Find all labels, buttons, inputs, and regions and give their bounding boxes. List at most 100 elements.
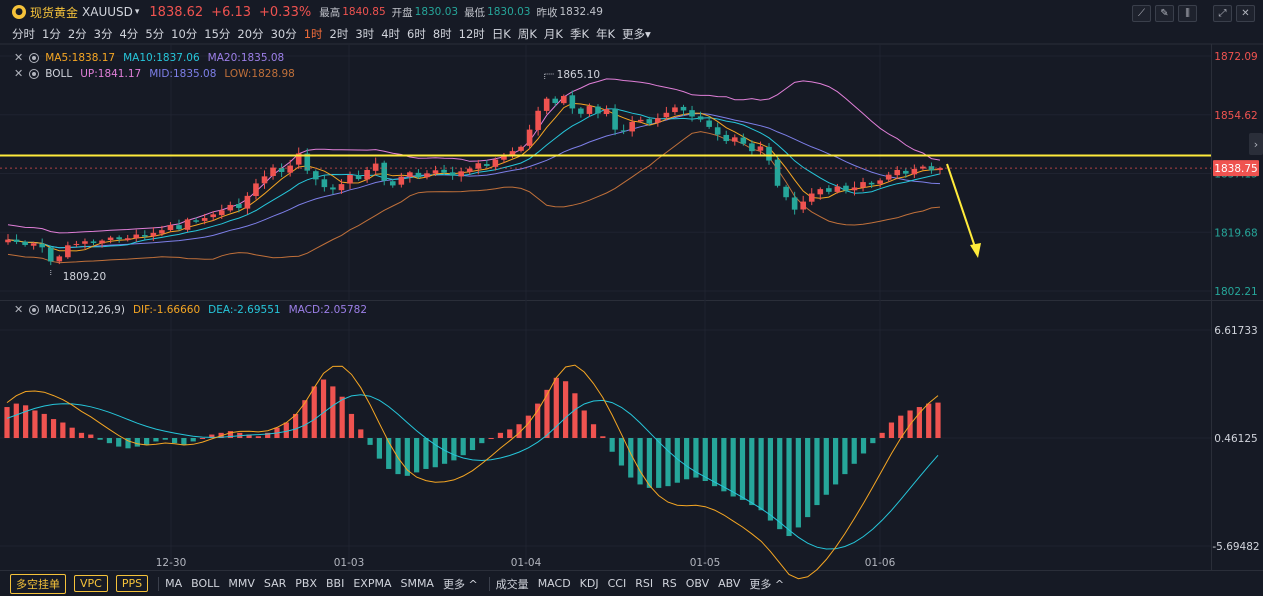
timeframe-10[interactable]: 1时 [303, 27, 323, 41]
macd-histogram-bar [32, 410, 38, 439]
sub-indicator-7[interactable]: ABV [718, 577, 741, 590]
timeframe-8[interactable]: 20分 [237, 27, 264, 41]
candle-style-icon[interactable]: ⫼ [1178, 5, 1197, 22]
sub-indicator-6[interactable]: OBV [685, 577, 710, 590]
macd-histogram-bar [618, 438, 625, 466]
candle-body [637, 119, 644, 122]
main-indicator-4[interactable]: PBX [295, 577, 317, 590]
timeframe-4[interactable]: 4分 [119, 27, 139, 41]
timeframe-7[interactable]: 15分 [204, 27, 231, 41]
sub-indicator-3[interactable]: CCI [607, 577, 627, 590]
sub-indicator-4[interactable]: RSI [635, 577, 654, 590]
macd-histogram-bar [711, 438, 718, 487]
sub-indicator-0[interactable]: 成交量 [495, 577, 529, 591]
price-change-pct: +0.33% [259, 4, 312, 20]
sub-indicator-5[interactable]: RS [662, 577, 677, 590]
main-indicator-5[interactable]: BBI [325, 577, 345, 590]
timeframe-0[interactable]: 分时 [12, 27, 35, 41]
macd-histogram-bar [786, 438, 792, 537]
candle-body [355, 175, 362, 180]
open-label: 开盘 [391, 6, 413, 19]
symbol-code[interactable]: XAUUSD [82, 5, 133, 19]
remove-indicator-icon[interactable]: ✕ [14, 67, 24, 80]
candle-body [885, 174, 892, 180]
macd-histogram-bar [758, 438, 764, 511]
sub-indicator-1[interactable]: MACD [537, 577, 571, 590]
timeframe-14[interactable]: 6时 [407, 27, 426, 41]
timeframe-16[interactable]: 12时 [458, 27, 485, 41]
macd-histogram-bar [69, 427, 75, 439]
visibility-icon[interactable] [29, 304, 40, 315]
boll-up-value: UP:1841.17 [80, 67, 142, 80]
timeframe-11[interactable]: 2时 [329, 27, 349, 41]
candle-body [757, 146, 764, 151]
main-indicator-3[interactable]: SAR [263, 577, 287, 590]
timeframe-5[interactable]: 5分 [145, 27, 165, 41]
timeframe-19[interactable]: 月K [543, 27, 563, 41]
sub-indicator-8[interactable]: 更多 ^ [749, 577, 785, 591]
timeframe-6[interactable]: 10分 [171, 27, 198, 41]
timeframe-21[interactable]: 年K [596, 27, 616, 41]
candle-body [731, 137, 738, 142]
macd-histogram-bar [88, 434, 94, 439]
dea-line [6, 394, 939, 550]
candle-body [543, 98, 550, 111]
timeframe-9[interactable]: 30分 [270, 27, 297, 41]
candle-body [287, 165, 293, 173]
boll-up-line [7, 78, 941, 234]
macd-histogram-bar [488, 438, 494, 440]
timeframe-1[interactable]: 1分 [42, 27, 61, 41]
candle-body [389, 181, 396, 186]
timeframe-20[interactable]: 季K [569, 27, 589, 41]
timeframe-13[interactable]: 4时 [381, 27, 401, 41]
symbol-dropdown-icon[interactable]: ▾ [134, 7, 140, 17]
macd-histogram-bar [134, 438, 140, 447]
visibility-icon[interactable] [29, 68, 40, 79]
close-icon[interactable]: ✕ [1236, 5, 1255, 22]
timeframe-15[interactable]: 8时 [432, 27, 452, 41]
timeframe-22[interactable]: 更多▾ [622, 27, 651, 41]
timeframe-12[interactable]: 3时 [355, 27, 375, 41]
timeframe-18[interactable]: 周K [517, 27, 537, 41]
macd-histogram-bar [665, 438, 671, 487]
candle-body [313, 171, 319, 180]
main-indicator-6[interactable]: EXPMA [353, 577, 392, 590]
open-value: 1830.03 [414, 6, 459, 18]
macd-histogram-bar [414, 438, 420, 473]
dif-value: DIF:-1.66660 [132, 303, 201, 316]
candle-body [372, 163, 379, 171]
bottom-box-0[interactable]: 多空挂单 [10, 573, 66, 594]
macd-histogram-bar [916, 407, 922, 439]
remove-indicator-icon[interactable]: ✕ [14, 51, 24, 64]
main-indicator-0[interactable]: MA [165, 577, 183, 590]
main-indicator-8[interactable]: 更多 ^ [442, 577, 478, 591]
visibility-icon[interactable] [29, 52, 40, 63]
macd-histogram-bar [432, 438, 438, 468]
time-tick-label: 01-03 [334, 557, 365, 569]
candle-body [5, 239, 11, 243]
bottom-box-2[interactable]: PPS [115, 575, 149, 592]
sub-indicator-2[interactable]: KDJ [579, 577, 599, 590]
boll-mid-line [7, 112, 941, 249]
macd-histogram-bar [860, 438, 867, 454]
macd-tick-label: -5.69482 [1212, 541, 1259, 553]
timeframe-3[interactable]: 3分 [93, 27, 113, 41]
timeframe-17[interactable]: 日K [491, 27, 511, 41]
timeframe-2[interactable]: 2分 [67, 27, 87, 41]
bottom-box-1[interactable]: VPC [74, 575, 108, 592]
draw-pen-icon[interactable]: ✎ [1155, 5, 1174, 22]
boll-mid-value: MID:1835.08 [149, 67, 217, 80]
main-indicator-2[interactable]: MMV [228, 577, 255, 590]
draw-line-icon[interactable]: ⟋ [1132, 5, 1151, 22]
candle-body [740, 137, 747, 144]
candle-body [150, 232, 157, 237]
macd-histogram-bar [4, 407, 10, 439]
candle-body [851, 187, 858, 191]
symbol-name[interactable]: 现货黄金 [30, 5, 79, 20]
price-change: +6.13 [211, 4, 252, 20]
main-indicator-1[interactable]: BOLL [191, 577, 220, 590]
expand-icon[interactable]: ⤢ [1213, 5, 1232, 22]
main-indicator-7[interactable]: SMMA [400, 577, 434, 590]
remove-indicator-icon[interactable]: ✕ [14, 303, 24, 316]
